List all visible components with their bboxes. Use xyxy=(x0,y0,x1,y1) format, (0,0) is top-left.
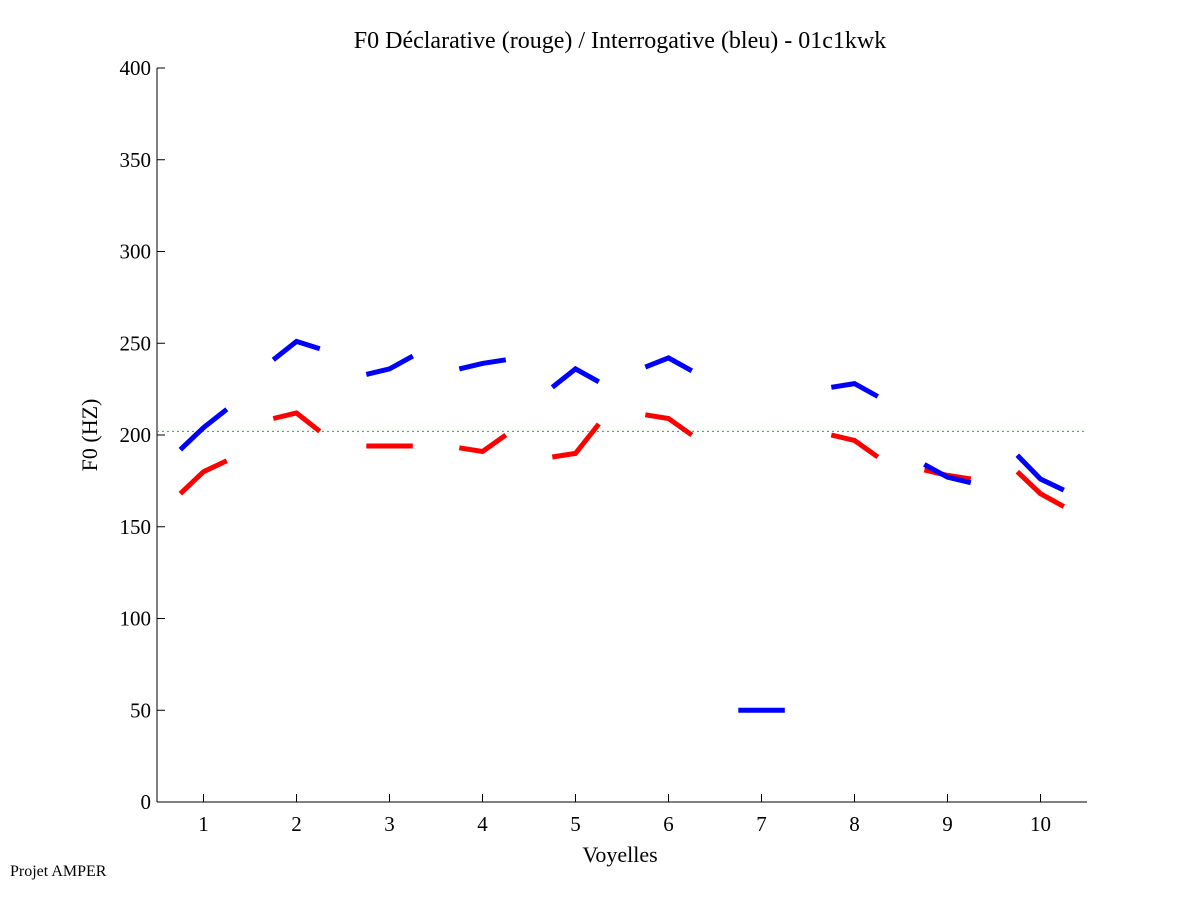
series-blue-vowel-9 xyxy=(923,462,972,486)
series-red-vowel-8 xyxy=(830,432,880,460)
x-tick-label: 6 xyxy=(663,812,674,836)
series-red-vowel-2 xyxy=(272,410,322,434)
x-tick-label: 5 xyxy=(570,812,581,836)
footer-credit: Projet AMPER xyxy=(10,863,107,880)
x-tick-label: 9 xyxy=(942,812,953,836)
x-tick-label: 8 xyxy=(849,812,860,836)
x-axis-label: Voyelles xyxy=(582,842,657,867)
series-red-vowel-5 xyxy=(551,422,601,460)
plot-area: 0 50 100 150 200 250 300 350 400 1 2 3 4 5 6 7 8 9 10 xyxy=(120,56,1087,836)
series-red-vowel-4 xyxy=(458,432,508,455)
y-tick-label: 350 xyxy=(120,148,152,172)
series-blue-vowel-6 xyxy=(644,355,694,373)
y-axis-label: F0 (HZ) xyxy=(77,399,102,472)
series-red-vowel-6 xyxy=(644,412,694,438)
y-tick-label: 100 xyxy=(120,607,152,631)
x-tick-label: 7 xyxy=(756,812,767,836)
y-tick-label: 200 xyxy=(120,423,152,447)
y-tick-label: 250 xyxy=(120,331,152,355)
y-tick-label: 400 xyxy=(120,56,152,80)
chart-title: F0 Déclarative (rouge) / Interrogative (… xyxy=(354,28,886,54)
series-blue-vowel-3 xyxy=(365,353,415,377)
x-tick-label: 1 xyxy=(198,812,209,836)
series-blue-vowel-1 xyxy=(178,407,229,452)
y-tick-label: 300 xyxy=(120,240,152,264)
x-tick-label: 10 xyxy=(1030,812,1051,836)
series-red-vowel-10 xyxy=(1015,469,1066,509)
series-blue-vowel-4 xyxy=(458,357,507,372)
series-blue-vowel-10 xyxy=(1015,453,1065,493)
y-tick-label: 150 xyxy=(120,515,152,539)
x-tick-label: 2 xyxy=(291,812,302,836)
series-blue-vowel-8 xyxy=(830,380,880,399)
x-tick-label: 3 xyxy=(384,812,395,836)
series-blue-vowel-2 xyxy=(271,338,321,362)
y-tick-label: 0 xyxy=(141,790,152,814)
series-red-vowel-1 xyxy=(178,458,228,496)
x-tick-label: 4 xyxy=(477,812,488,836)
y-tick-label: 50 xyxy=(130,698,151,722)
series-blue-vowel-5 xyxy=(550,365,601,390)
